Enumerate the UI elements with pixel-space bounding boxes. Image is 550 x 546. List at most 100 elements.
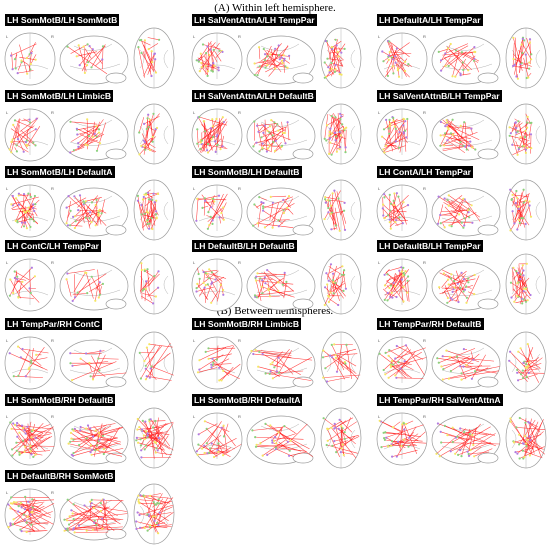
axial-view bbox=[321, 332, 361, 392]
region-node bbox=[406, 118, 408, 120]
region-node bbox=[210, 138, 212, 140]
region-node bbox=[198, 61, 200, 63]
region-node bbox=[212, 198, 214, 200]
region-node bbox=[272, 227, 274, 229]
hemisphere-mark-right: R bbox=[51, 34, 54, 39]
region-node bbox=[18, 193, 20, 195]
region-node bbox=[341, 265, 343, 267]
region-node bbox=[91, 276, 93, 278]
axial-view bbox=[321, 408, 361, 468]
region-node bbox=[328, 135, 330, 137]
region-node bbox=[79, 64, 81, 66]
region-node bbox=[333, 427, 335, 429]
region-node bbox=[210, 206, 212, 208]
region-node bbox=[145, 365, 147, 367]
region-node bbox=[328, 280, 330, 282]
region-node bbox=[198, 273, 200, 275]
region-node bbox=[12, 124, 14, 126]
region-node bbox=[218, 367, 220, 369]
region-node bbox=[137, 195, 139, 197]
region-node bbox=[337, 197, 339, 199]
region-node bbox=[329, 291, 331, 293]
hemisphere-mark-left: L bbox=[378, 186, 381, 191]
region-node bbox=[387, 445, 389, 447]
region-node bbox=[218, 69, 220, 71]
region-node bbox=[218, 379, 220, 381]
region-node bbox=[32, 429, 34, 431]
region-node bbox=[261, 279, 263, 281]
region-node bbox=[270, 196, 272, 198]
region-node bbox=[448, 205, 450, 207]
region-node bbox=[147, 114, 149, 116]
region-node bbox=[471, 222, 473, 224]
region-node bbox=[452, 119, 454, 121]
region-node bbox=[525, 152, 527, 154]
region-node bbox=[198, 433, 200, 435]
region-node bbox=[467, 277, 469, 279]
region-node bbox=[274, 48, 276, 50]
region-node bbox=[12, 138, 14, 140]
region-node bbox=[344, 438, 346, 440]
region-node bbox=[519, 273, 521, 275]
region-node bbox=[523, 298, 525, 300]
region-node bbox=[146, 347, 148, 349]
region-node bbox=[466, 297, 468, 299]
region-node bbox=[328, 153, 330, 155]
region-node bbox=[284, 65, 286, 67]
region-node bbox=[257, 366, 259, 368]
region-node bbox=[324, 218, 326, 220]
region-node bbox=[341, 274, 343, 276]
region-node bbox=[196, 283, 198, 285]
region-node bbox=[24, 222, 26, 224]
region-node bbox=[517, 131, 519, 133]
region-node bbox=[324, 304, 326, 306]
region-node bbox=[517, 379, 519, 381]
region-node bbox=[17, 510, 19, 512]
region-node bbox=[522, 269, 524, 271]
region-node bbox=[30, 52, 32, 54]
region-node bbox=[405, 423, 407, 425]
region-node bbox=[282, 132, 284, 134]
region-node bbox=[23, 451, 25, 453]
hemisphere-mark-right: R bbox=[238, 338, 241, 343]
region-node bbox=[443, 135, 445, 137]
region-node bbox=[98, 296, 100, 298]
region-node bbox=[518, 148, 520, 150]
region-node bbox=[463, 121, 465, 123]
region-node bbox=[223, 121, 225, 123]
region-node bbox=[330, 228, 332, 230]
region-node bbox=[35, 128, 37, 130]
region-node bbox=[204, 197, 206, 199]
region-node bbox=[335, 451, 337, 453]
region-node bbox=[201, 448, 203, 450]
region-node bbox=[267, 147, 269, 149]
region-node bbox=[273, 121, 275, 123]
region-node bbox=[66, 46, 68, 48]
region-node bbox=[138, 153, 140, 155]
region-node bbox=[450, 450, 452, 452]
region-node bbox=[215, 151, 217, 153]
region-node bbox=[252, 145, 254, 147]
region-node bbox=[462, 61, 464, 63]
region-node bbox=[448, 65, 450, 67]
sagittal-view bbox=[432, 36, 500, 84]
region-node bbox=[336, 44, 338, 46]
region-node bbox=[340, 451, 342, 453]
region-node bbox=[407, 280, 409, 282]
region-node bbox=[393, 282, 395, 284]
region-node bbox=[525, 54, 527, 56]
region-node bbox=[325, 202, 327, 204]
region-node bbox=[21, 222, 23, 224]
region-node bbox=[204, 420, 206, 422]
region-node bbox=[388, 377, 390, 379]
region-node bbox=[155, 213, 157, 215]
region-node bbox=[144, 39, 146, 41]
region-node bbox=[474, 274, 476, 276]
